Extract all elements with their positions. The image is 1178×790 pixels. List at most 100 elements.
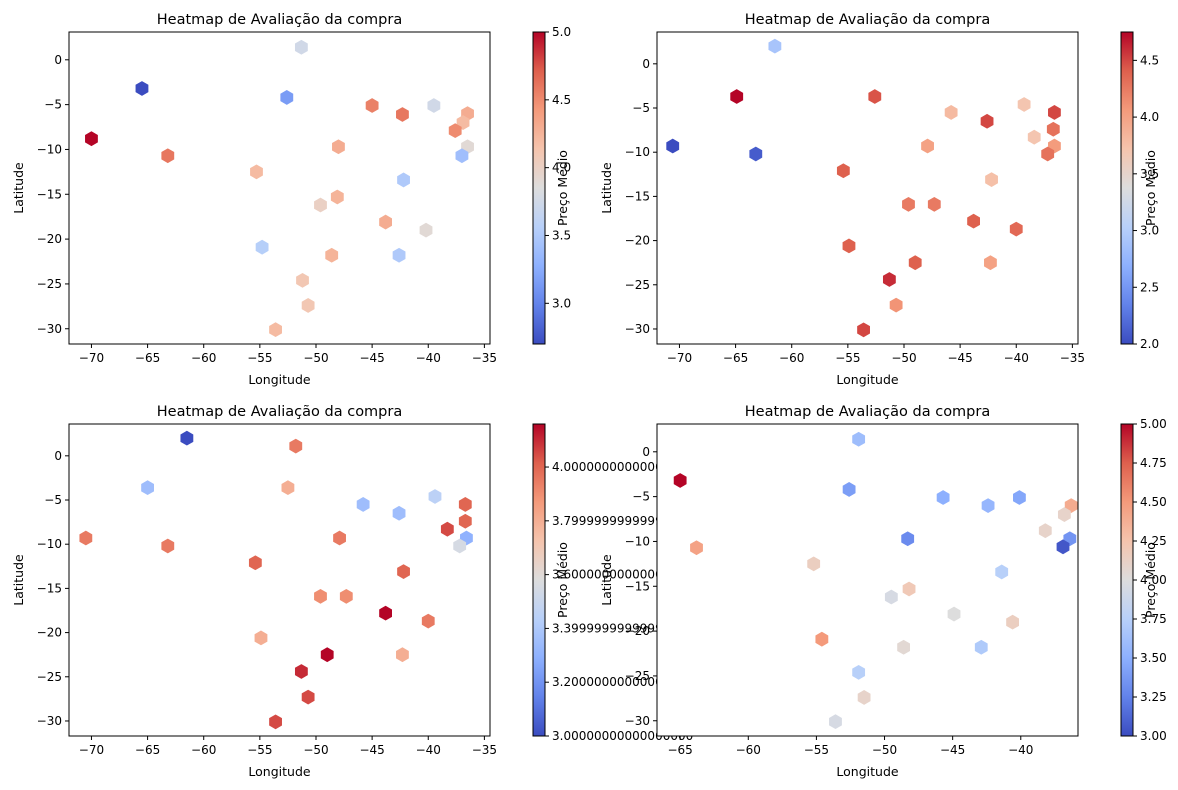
y-tick-label: −20: [37, 626, 62, 640]
y-axis-label: Latitude: [11, 162, 26, 214]
hexbin-cell: [921, 138, 934, 154]
hexbin-cell: [330, 189, 344, 205]
hexbin-cell: [936, 490, 950, 505]
hexbin-cell: [314, 588, 327, 604]
hexbin-cell: [301, 298, 315, 313]
hexbin-cell: [852, 664, 866, 680]
y-tick-label: −15: [37, 187, 62, 201]
hexbin-cell: [666, 138, 680, 154]
hexbin-cell: [79, 530, 93, 546]
y-tick-label: −5: [632, 490, 650, 504]
colorbar-tick-label: 4.0: [552, 161, 571, 175]
x-tick-label: −70: [79, 743, 104, 757]
hexbin-cell: [397, 172, 410, 188]
hexbin-cell: [255, 239, 269, 255]
hexbin-cell: [807, 556, 821, 572]
hexbin-cell: [325, 247, 339, 263]
colorbar: [532, 423, 546, 737]
x-tick-label: −55: [835, 351, 860, 365]
y-tick-label: −5: [632, 101, 650, 115]
plot-area: [69, 32, 490, 344]
hexbin-cell: [836, 163, 850, 179]
hexbin-cell: [333, 530, 346, 546]
y-tick-label: 0: [642, 57, 650, 71]
x-tick-label: −55: [247, 351, 272, 365]
colorbar-tick-label: 4.5: [552, 93, 571, 107]
y-tick-label: −20: [625, 624, 650, 638]
colorbar-tick-label: 5.00: [1140, 417, 1167, 431]
x-tick-label: −60: [191, 351, 216, 365]
colorbar: [1120, 423, 1134, 737]
colorbar-tick-label: 3.25: [1140, 690, 1167, 704]
hexbin-cell: [882, 272, 896, 287]
hexbin-cell: [1046, 121, 1060, 137]
hexbin-cell: [269, 322, 282, 338]
hexbin-cell: [1041, 146, 1055, 162]
colorbar-tick-label: 4.0: [1140, 110, 1159, 124]
hexbin-cell: [984, 255, 997, 271]
hexbin-cell: [455, 148, 469, 164]
hexbin-cell: [289, 438, 303, 454]
colorbar-tick-label: 3.5: [552, 228, 571, 242]
hexbin-cell: [135, 81, 149, 96]
x-tick-label: −40: [1004, 351, 1029, 365]
colorbar-tick-label: 4.25: [1140, 534, 1167, 548]
x-tick-label: −50: [891, 351, 916, 365]
colorbar-tick-label: 3.75: [1140, 612, 1167, 626]
hexbin-cell: [884, 589, 898, 605]
hexbin-cell: [458, 497, 472, 512]
y-axis-label: Latitude: [11, 554, 26, 606]
hexbin-cell: [250, 164, 263, 180]
hexbin-cell: [995, 564, 1009, 580]
y-tick-label: −30: [37, 322, 62, 336]
colorbar-label: Preço Médio: [555, 542, 570, 618]
y-tick-label: −25: [37, 277, 62, 291]
x-tick-label: −45: [940, 743, 965, 757]
hexbin-cell: [427, 98, 441, 113]
hexbin-cell: [815, 631, 829, 647]
subplot-1: −70 −65 −60 −55 −50 −45 −40 −35 0 −5 −10 −15 −20 −25 −…: [11, 12, 571, 387]
y-tick-label: −30: [625, 714, 650, 728]
chart-title: Heatmap de Avaliação da compra: [745, 404, 991, 420]
x-tick-label: −55: [804, 743, 829, 757]
y-tick-label: −10: [37, 142, 62, 156]
hexbin-cell: [419, 222, 433, 238]
hexbin-cell: [397, 564, 410, 579]
hexbin-cell: [392, 247, 406, 263]
colorbar-tick-label: 3.00: [1140, 729, 1167, 743]
x-tick-label: −40: [416, 351, 441, 365]
hexbin-cell: [332, 139, 345, 155]
colorbar-label: Preço Médio: [555, 150, 570, 226]
y-tick-label: −25: [625, 669, 650, 683]
hexbin-cell: [857, 322, 870, 338]
y-tick-label: −10: [37, 537, 62, 551]
hexbin-cell: [301, 689, 315, 705]
hexbin-cell: [320, 647, 334, 663]
hexbin-cell: [842, 482, 856, 497]
hexbin-cell: [392, 505, 406, 521]
hexbin-cell: [901, 531, 915, 547]
x-tick-label: −60: [779, 351, 804, 365]
hexbin-cell: [396, 107, 409, 122]
hexbin-cell: [985, 172, 998, 187]
hexbin-cell: [947, 606, 961, 622]
hexbin-cell: [1056, 539, 1070, 555]
hexbin-cell: [974, 639, 988, 655]
hexbin-cell: [161, 148, 175, 164]
hexbin-cell: [85, 131, 98, 147]
hexbin-cell: [673, 473, 687, 488]
hexbin-cell: [944, 105, 958, 120]
x-tick-label: −65: [667, 743, 692, 757]
x-tick-label: −35: [1060, 351, 1085, 365]
hexbin-cell: [829, 714, 842, 730]
hexbin-cell: [161, 538, 175, 554]
y-tick-label: −20: [37, 232, 62, 246]
colorbar-tick-label: 4.00: [1140, 573, 1167, 587]
hexbin-cell: [980, 113, 994, 129]
y-tick-label: −25: [625, 278, 650, 292]
x-axis-label: Longitude: [836, 764, 898, 779]
hexbin-cell: [365, 98, 379, 113]
subplot-2: −70 −65 −60 −55 −50 −45 −40 −35 0 −5 −10 −15 −20 −25 −…: [599, 12, 1159, 387]
hexbin-cell: [1057, 507, 1071, 522]
x-tick-label: −65: [135, 743, 160, 757]
